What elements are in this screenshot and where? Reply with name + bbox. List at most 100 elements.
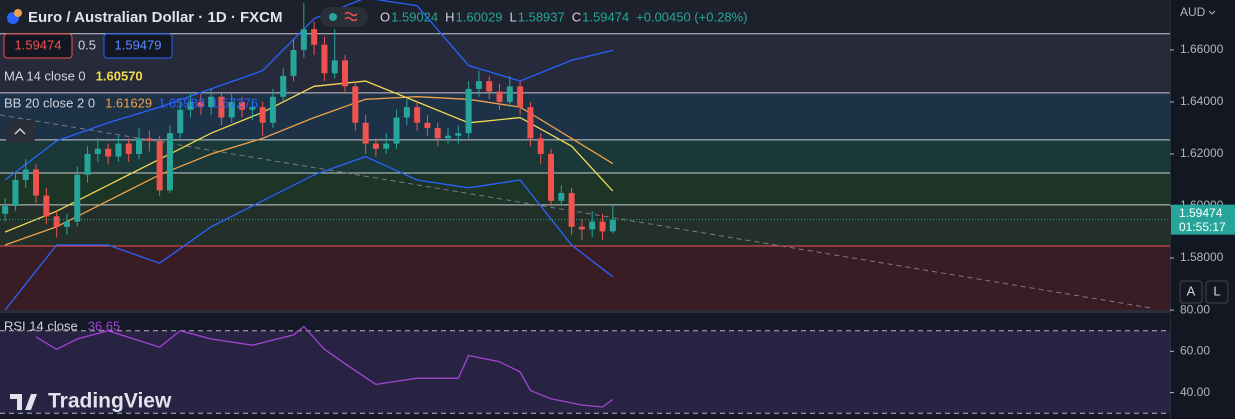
price-pane [0,0,1170,310]
bb-lower [4,155,614,310]
candle-body [465,88,472,134]
candle-body [424,122,431,128]
symbol-title: Euro / Australian Dollar · 1D · FXCM [28,9,282,26]
sell-button[interactable] [3,33,73,59]
scale-button-label: L [1213,283,1220,298]
candle-body [94,148,101,154]
ma-value: 1.60570 [96,68,143,83]
collapse-button[interactable] [6,120,35,142]
status-pill[interactable] [320,7,368,27]
rsi-tick-label: 60.00 [1180,344,1210,358]
candle-body [434,127,441,139]
candle-body [455,133,462,136]
candle-body [208,96,215,108]
candle-body [177,109,184,134]
candle-body [63,221,70,227]
candle-body [486,81,493,92]
candle-body [125,143,132,154]
candle-body [331,60,338,74]
scale-button[interactable] [1179,280,1203,304]
candle-body [372,143,379,149]
candle-body [269,96,276,123]
candle-body [568,192,575,227]
candle-body [228,101,235,118]
candle-body [136,138,143,154]
buy-button[interactable] [103,33,173,59]
candle-body [475,81,482,89]
candle-body [166,133,173,191]
candle-body [156,140,163,191]
y-tick-label: 1.66000 [1180,42,1224,56]
candle-body [527,107,534,139]
zone [0,172,1170,205]
candle-body [403,107,410,118]
collapse-icon [14,127,26,135]
candle-body [506,86,513,102]
brand-logo [10,394,37,410]
status-dot [329,13,337,21]
candle-body [558,192,565,201]
bb-basis-value: 1.61629 [105,95,152,110]
ohlc-value: 1.60029 [456,9,503,24]
candle-body [74,174,81,222]
candle-body [197,101,204,108]
ohlc-key: H [445,9,454,24]
candle-body [599,221,606,232]
sell-price: 1.59474 [15,37,62,52]
bb-upper [4,0,613,181]
candle-body [321,44,328,74]
y-tick-label: 1.62000 [1180,146,1224,160]
candle-body [290,49,297,76]
ma-line [4,80,614,233]
scale-button-label: A [1187,283,1196,298]
symbol-icon [14,9,22,17]
last-price-box [1171,204,1235,235]
rsi-pane [0,313,1170,419]
ma-label: MA 14 close 0 [4,68,86,83]
rsi-label: RSI 14 close [4,318,78,333]
bb-upper-value: 1.65983 [158,95,205,110]
trendline [0,114,1151,309]
rsi-value: 36.65 [88,318,121,333]
candle-body [589,221,596,230]
zone [0,33,1170,93]
countdown: 01:55:17 [1179,220,1226,234]
rsi-line [35,325,614,408]
candle-body [12,179,19,206]
candle-body [496,91,503,102]
candle-body [259,107,266,123]
ohlc-key: C [572,9,581,24]
ohlc-value: 1.59474 [582,9,629,24]
last-price-label: 1.59474 [1179,206,1223,220]
buy-price: 1.59479 [115,37,162,52]
candle-body [609,219,616,232]
brand: TradingView [48,390,172,413]
y-tick-label: 1.58000 [1180,250,1224,264]
ohlc-value: 1.59024 [391,9,438,24]
zone [0,246,1170,310]
bb-label: BB 20 close 2 0 [4,95,95,110]
currency[interactable]: AUD [1180,5,1206,19]
candle-body [115,143,122,157]
candle-body [548,153,555,201]
candle-body [517,86,524,108]
candle-body [249,107,256,110]
currency-caret [1208,10,1216,15]
candle-body [105,148,112,157]
candle-body [239,101,246,110]
zone [0,204,1170,247]
overlay: Euro / Australian Dollar · 1D · FXCM 1.5… [3,5,1216,413]
candle-body [383,143,390,149]
candle-body [146,138,153,141]
candle-body [311,29,318,45]
zone [0,92,1170,140]
scale-button[interactable] [1205,280,1229,304]
candle-body [22,169,29,180]
rsi-tick-label: 80.00 [1180,302,1210,316]
candle-body [362,122,369,144]
candle-body [84,153,91,175]
candle-body [300,29,307,50]
candle-body [53,216,60,227]
